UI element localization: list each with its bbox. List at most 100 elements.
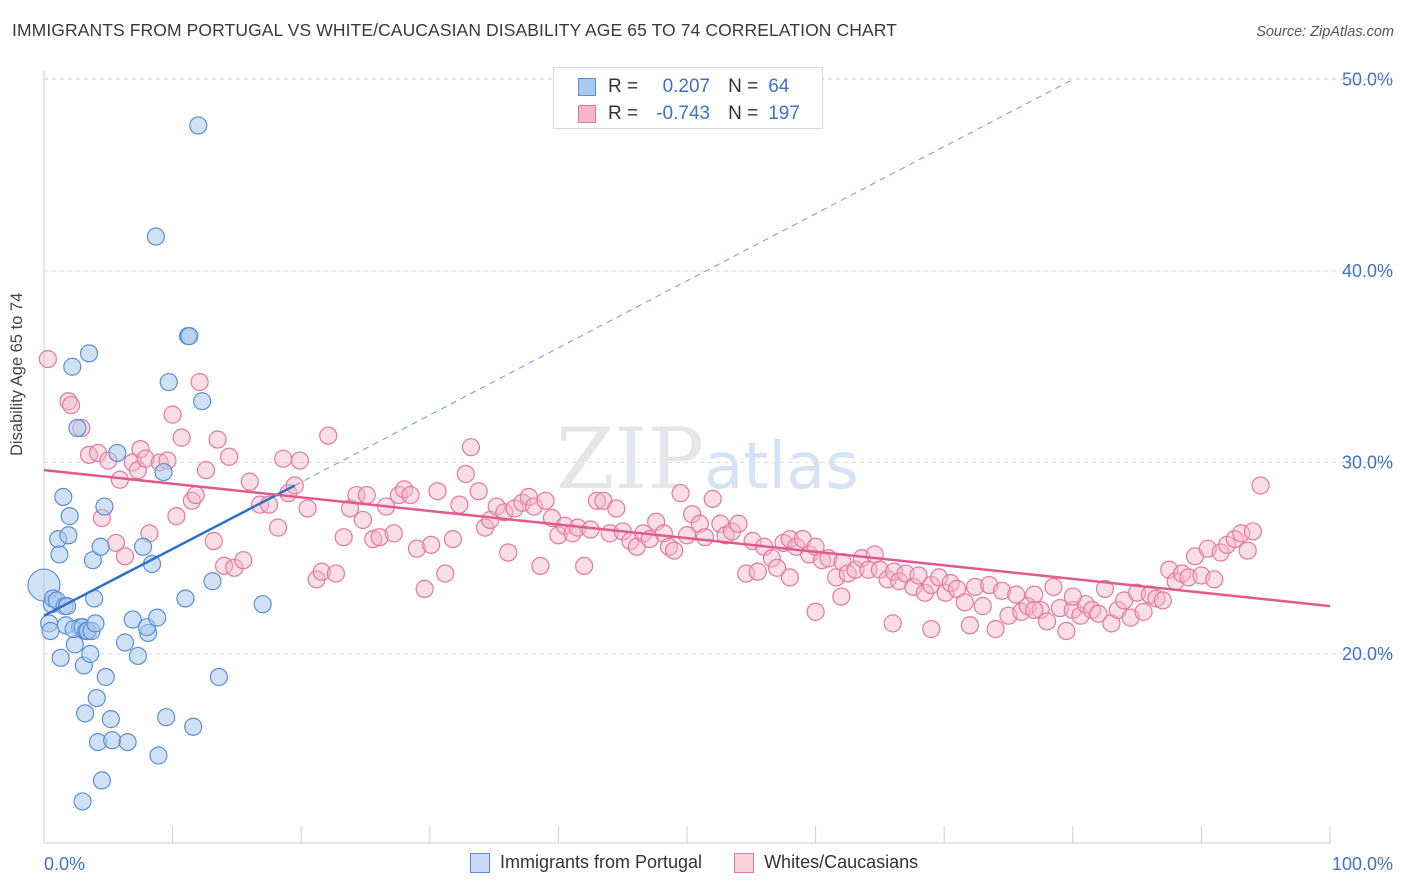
point-whites (549, 526, 568, 545)
legend-label-portugal: Immigrants from Portugal (500, 852, 703, 872)
point-portugal (203, 572, 222, 591)
point-whites (353, 510, 373, 530)
point-whites (665, 541, 684, 560)
point-whites (1232, 524, 1251, 543)
point-portugal (79, 344, 99, 363)
legend-item-portugal: Immigrants from Portugal (470, 852, 702, 873)
correlation-legend: R = 0.207 N = 64 R = -0.743 N = 197 (553, 67, 823, 129)
point-whites (443, 529, 463, 549)
point-whites (671, 484, 690, 503)
point-whites (290, 451, 310, 470)
point-whites (767, 558, 787, 577)
point-whites (461, 438, 481, 457)
point-whites (737, 564, 756, 583)
legend-r-value-whites: -0.743 (656, 103, 711, 124)
point-portugal (63, 357, 82, 376)
point-portugal (87, 688, 106, 708)
point-whites (334, 528, 353, 547)
legend-label-whites: Whites/Caucasians (764, 852, 919, 872)
point-whites (986, 620, 1005, 639)
x-tick-label: 100.0% (1332, 854, 1393, 874)
point-whites (364, 529, 383, 549)
point-whites (870, 560, 890, 579)
point-whites (703, 489, 722, 508)
point-whites (1025, 600, 1044, 620)
point-portugal (149, 746, 168, 765)
point-whites (456, 464, 475, 484)
point-whites (469, 482, 488, 501)
point-whites (929, 568, 949, 587)
point-whites (1063, 587, 1082, 606)
legend-n-label: N = (728, 76, 759, 97)
legend-item-whites: Whites/Caucasians (734, 852, 918, 873)
point-whites (196, 461, 216, 480)
point-portugal (176, 589, 195, 608)
point-portugal (73, 792, 92, 811)
point-portugal (101, 710, 120, 729)
point-whites (163, 405, 182, 424)
point-portugal (91, 537, 110, 556)
point-whites (524, 497, 544, 516)
point-whites (428, 482, 447, 501)
point-whites (947, 579, 967, 598)
point-whites (587, 491, 607, 510)
point-portugal (184, 717, 203, 736)
point-whites (1089, 604, 1108, 623)
point-whites (883, 614, 902, 633)
point-portugal (59, 526, 78, 545)
point-whites (357, 485, 376, 505)
point-whites (1037, 612, 1057, 631)
point-whites (136, 449, 155, 468)
point-whites (654, 524, 673, 543)
point-portugal (108, 443, 127, 463)
point-whites (204, 531, 223, 551)
legend-swatch-portugal (470, 852, 490, 873)
point-whites (1238, 541, 1257, 560)
legend-r-label: R = (608, 76, 639, 97)
point-portugal (51, 648, 70, 667)
point-portugal (115, 633, 135, 652)
y-axis-label: Disability Age 65 to 74 (8, 292, 26, 456)
point-portugal (148, 608, 167, 627)
point-whites (298, 499, 317, 518)
point-whites (827, 568, 846, 587)
point-whites (1044, 577, 1063, 597)
point-portugal (154, 462, 173, 482)
point-whites (1057, 621, 1076, 641)
point-portugal (159, 372, 178, 392)
y-tick-label: 20.0% (1342, 644, 1393, 664)
point-whites (607, 499, 626, 518)
point-whites (319, 426, 338, 445)
point-portugal (253, 595, 272, 614)
point-whites (683, 505, 702, 524)
point-portugal (76, 704, 95, 723)
point-whites (312, 562, 331, 581)
point-portugal (41, 621, 60, 641)
legend-r-label: R = (608, 103, 639, 124)
legend-swatch-whites (734, 852, 755, 873)
point-whites (370, 528, 389, 547)
trendline-portugal-extension (294, 79, 1074, 486)
point-whites (1153, 591, 1172, 610)
point-whites (1134, 602, 1153, 621)
point-portugal (81, 644, 100, 664)
point-whites (131, 439, 150, 459)
point-whites (846, 560, 865, 579)
legend-swatch-portugal (578, 78, 596, 96)
legend-n-value-whites: 197 (768, 103, 800, 124)
point-portugal (133, 537, 153, 556)
point-whites (326, 564, 346, 583)
point-whites (190, 372, 209, 392)
point-portugal (209, 667, 228, 687)
point-portugal (92, 771, 111, 790)
y-tick-label: 50.0% (1342, 70, 1393, 90)
point-whites (436, 564, 455, 583)
point-whites (690, 514, 709, 533)
point-whites (780, 568, 799, 587)
legend-row-whites: R = -0.743 N = 197 (578, 102, 800, 126)
trendline-portugal (43, 484, 296, 617)
trendline-whites (43, 468, 1331, 608)
point-whites (208, 430, 227, 449)
point-whites (415, 579, 434, 598)
point-whites (268, 518, 288, 537)
